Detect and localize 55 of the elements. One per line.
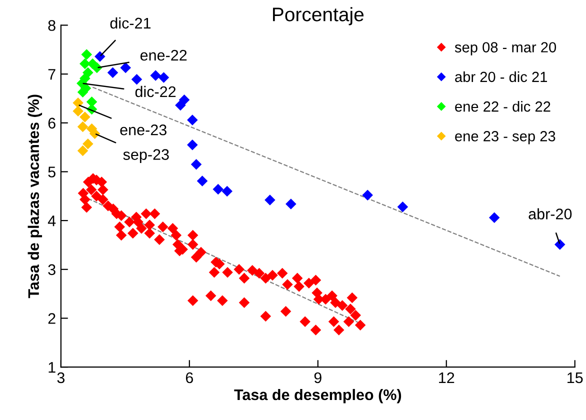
x-axis-title: Tasa de desempleo (%) — [234, 388, 402, 404]
legend-label: sep 08 - mar 20 — [454, 42, 556, 56]
point — [82, 138, 94, 150]
point — [120, 62, 131, 74]
annotation: dic-21 — [110, 17, 151, 29]
y-tick-label: 2 — [48, 313, 56, 324]
legend-label: ene 23 - sep 23 — [455, 131, 556, 144]
point — [92, 62, 102, 74]
point — [150, 70, 161, 81]
point — [187, 139, 198, 150]
point — [77, 121, 88, 132]
annotation: sep-23 — [123, 149, 169, 163]
point — [212, 184, 224, 195]
point — [72, 97, 84, 108]
x-tick-label: 9 — [314, 372, 322, 384]
y-tick-label: 1 — [48, 362, 56, 373]
point — [286, 198, 296, 210]
point — [77, 145, 88, 156]
point — [81, 49, 92, 60]
y-tick-label: 3 — [48, 264, 56, 276]
y-tick-label: 4 — [48, 216, 56, 226]
point — [362, 190, 373, 201]
annotation: abr-20 — [528, 208, 572, 220]
point — [80, 58, 90, 70]
point — [175, 100, 186, 111]
point — [196, 176, 208, 186]
annotation: ene-23 — [120, 124, 166, 136]
chart-title: Porcentaje — [273, 7, 364, 26]
point — [89, 128, 100, 140]
point — [397, 202, 408, 212]
annotation: ene-22 — [140, 50, 187, 61]
point — [488, 212, 500, 224]
point — [264, 194, 276, 206]
legend-label: ene 22 - dic 22 — [455, 101, 550, 112]
point — [107, 67, 118, 78]
y-tick-label: 8 — [48, 20, 56, 31]
y-tick-label: 5 — [48, 166, 56, 178]
x-tick-label: 12 — [439, 372, 454, 384]
annotation: dic-22 — [135, 86, 176, 98]
point — [131, 74, 142, 85]
point — [158, 72, 170, 83]
point — [187, 114, 198, 126]
x-tick-label: 3 — [57, 372, 65, 384]
point — [190, 159, 202, 170]
x-tick-label: 15 — [568, 372, 583, 384]
point — [72, 106, 84, 117]
point — [554, 239, 566, 250]
x-tick-label: 6 — [186, 372, 193, 384]
legend-label: abr 20 - dic 21 — [455, 71, 547, 82]
point — [80, 112, 90, 122]
y-axis-title: Tasa de plazas vacantes (%) — [28, 94, 42, 298]
y-tick-label: 7 — [48, 69, 56, 80]
point — [94, 51, 106, 62]
point — [222, 186, 232, 197]
y-tick-label: 6 — [48, 118, 56, 129]
